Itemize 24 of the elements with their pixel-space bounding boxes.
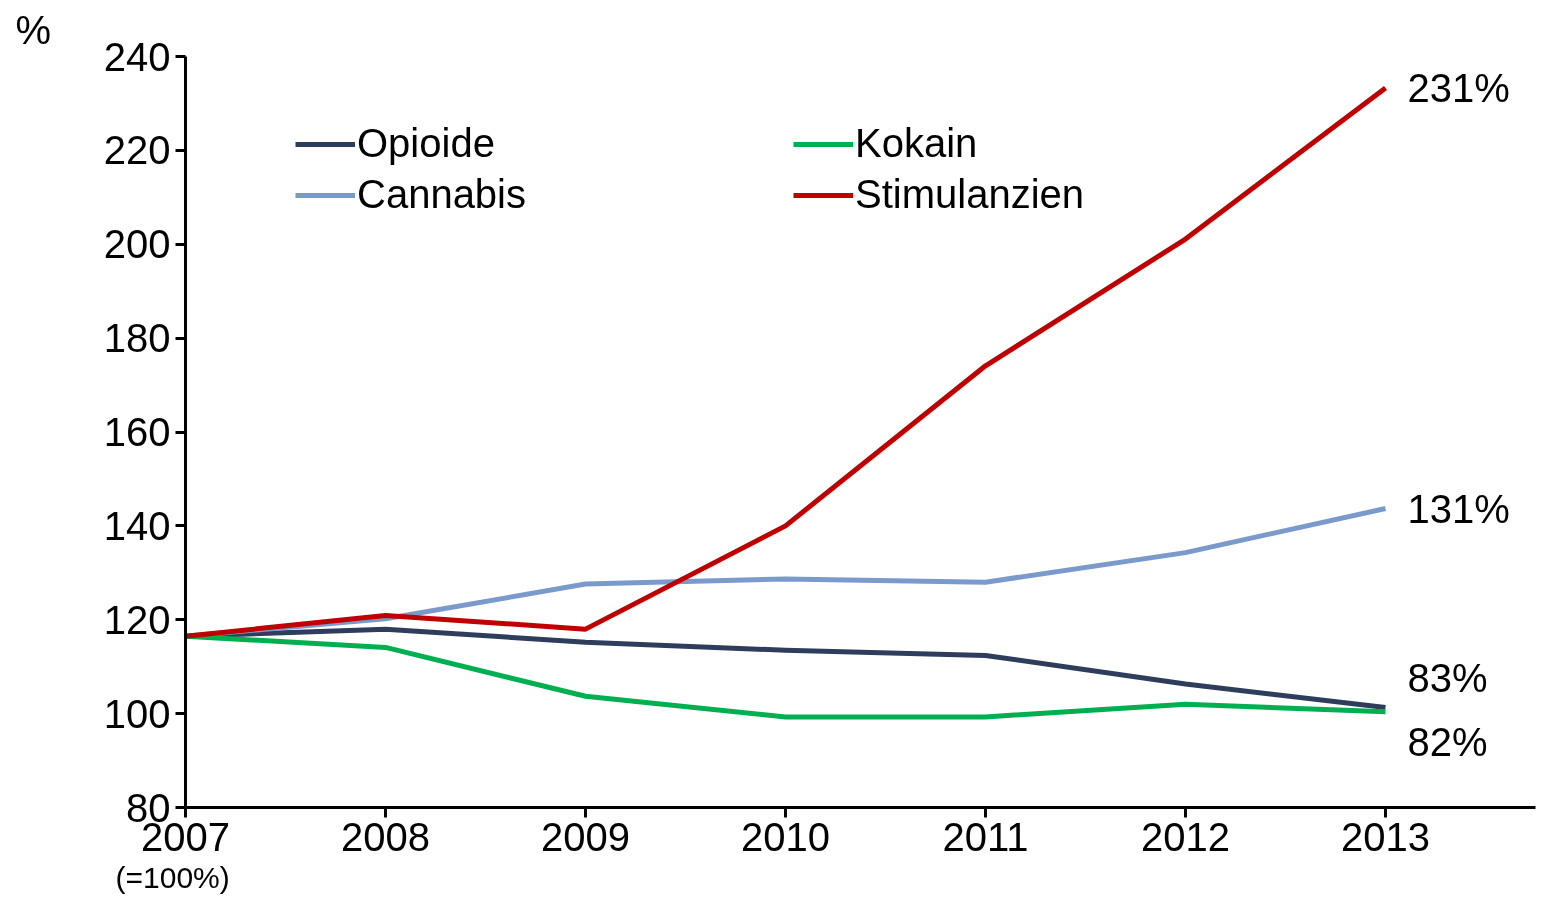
y-tick-label: 200 (103, 222, 171, 267)
y-axis-title: % (15, 7, 52, 52)
x-tick-label: 2012 (1141, 814, 1230, 859)
y-tick-label: 140 (103, 503, 171, 548)
legend-label: Opioide (357, 121, 496, 166)
y-tick-label: 160 (103, 410, 171, 454)
annotation: 82% (1407, 719, 1488, 764)
legend-label: Kokain (855, 121, 979, 166)
annotation: 83% (1407, 655, 1488, 700)
y-tick-label: 120 (103, 597, 171, 642)
x-tick-label: 2011 (942, 814, 1029, 859)
legend-label: Stimulanzien (855, 172, 1085, 217)
y-tick-label: 240 (103, 34, 171, 79)
annotation: 131% (1407, 486, 1510, 531)
x-tick-label: 2008 (341, 814, 430, 859)
x-tick-label: 2009 (541, 814, 630, 859)
legend-label: Cannabis (357, 172, 527, 217)
x-tick-label: 2013 (1341, 814, 1430, 859)
text: (=100%) (115, 860, 230, 894)
annotation: 231% (1407, 65, 1510, 110)
x-tick-label: 2010 (741, 814, 830, 859)
y-tick-label: 220 (103, 128, 171, 173)
y-tick-label: 100 (103, 691, 171, 736)
y-tick-label: 180 (103, 316, 171, 361)
